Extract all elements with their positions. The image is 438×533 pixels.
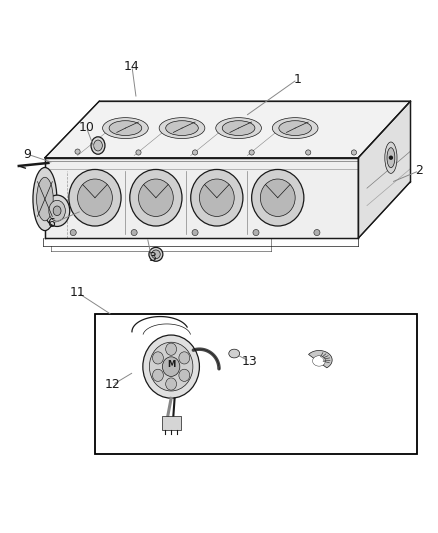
Ellipse shape bbox=[102, 118, 148, 139]
Ellipse shape bbox=[199, 179, 234, 216]
Ellipse shape bbox=[279, 120, 311, 135]
Circle shape bbox=[192, 230, 198, 236]
Ellipse shape bbox=[94, 140, 102, 151]
Circle shape bbox=[136, 150, 141, 155]
Ellipse shape bbox=[387, 148, 395, 168]
Ellipse shape bbox=[216, 118, 261, 139]
Text: 9: 9 bbox=[24, 148, 32, 161]
Polygon shape bbox=[45, 158, 358, 238]
Ellipse shape bbox=[138, 179, 173, 216]
Ellipse shape bbox=[179, 352, 190, 364]
Ellipse shape bbox=[166, 378, 177, 390]
Circle shape bbox=[70, 230, 76, 236]
Circle shape bbox=[306, 150, 311, 155]
Ellipse shape bbox=[49, 200, 65, 221]
Ellipse shape bbox=[109, 120, 142, 135]
Ellipse shape bbox=[53, 206, 61, 215]
Circle shape bbox=[389, 156, 393, 160]
Text: 10: 10 bbox=[78, 121, 94, 134]
Circle shape bbox=[152, 250, 160, 259]
Ellipse shape bbox=[191, 169, 243, 226]
Ellipse shape bbox=[385, 142, 397, 173]
Polygon shape bbox=[358, 101, 410, 238]
Text: 12: 12 bbox=[105, 378, 120, 391]
Polygon shape bbox=[308, 351, 332, 368]
Ellipse shape bbox=[91, 137, 105, 154]
Text: 3: 3 bbox=[148, 251, 155, 264]
Text: 11: 11 bbox=[70, 286, 85, 299]
Ellipse shape bbox=[69, 169, 121, 226]
Text: 13: 13 bbox=[242, 355, 258, 368]
Ellipse shape bbox=[152, 352, 163, 364]
Circle shape bbox=[131, 230, 137, 236]
Ellipse shape bbox=[272, 118, 318, 139]
Circle shape bbox=[75, 149, 80, 154]
Ellipse shape bbox=[162, 357, 180, 376]
Polygon shape bbox=[45, 101, 410, 158]
Ellipse shape bbox=[222, 120, 255, 135]
Ellipse shape bbox=[45, 195, 70, 227]
Text: 14: 14 bbox=[124, 60, 140, 73]
Circle shape bbox=[314, 230, 320, 236]
Ellipse shape bbox=[130, 169, 182, 226]
Ellipse shape bbox=[152, 369, 163, 382]
Ellipse shape bbox=[78, 179, 113, 216]
Ellipse shape bbox=[229, 349, 240, 358]
Bar bbox=[162, 416, 181, 430]
Ellipse shape bbox=[166, 343, 177, 356]
Ellipse shape bbox=[179, 369, 190, 382]
Circle shape bbox=[253, 230, 259, 236]
Ellipse shape bbox=[33, 167, 57, 231]
Ellipse shape bbox=[37, 177, 53, 221]
Ellipse shape bbox=[252, 169, 304, 226]
Polygon shape bbox=[313, 356, 325, 366]
Text: M: M bbox=[167, 360, 175, 369]
Text: 6: 6 bbox=[47, 217, 55, 230]
Ellipse shape bbox=[166, 120, 198, 135]
Ellipse shape bbox=[159, 118, 205, 139]
Circle shape bbox=[192, 150, 198, 155]
Ellipse shape bbox=[260, 179, 295, 216]
Ellipse shape bbox=[149, 342, 193, 391]
Circle shape bbox=[351, 150, 357, 155]
Bar bbox=[95, 314, 417, 454]
Ellipse shape bbox=[143, 335, 199, 398]
Circle shape bbox=[249, 150, 254, 155]
Text: 2: 2 bbox=[415, 164, 423, 177]
Circle shape bbox=[149, 247, 163, 261]
Text: 1: 1 bbox=[293, 73, 301, 86]
